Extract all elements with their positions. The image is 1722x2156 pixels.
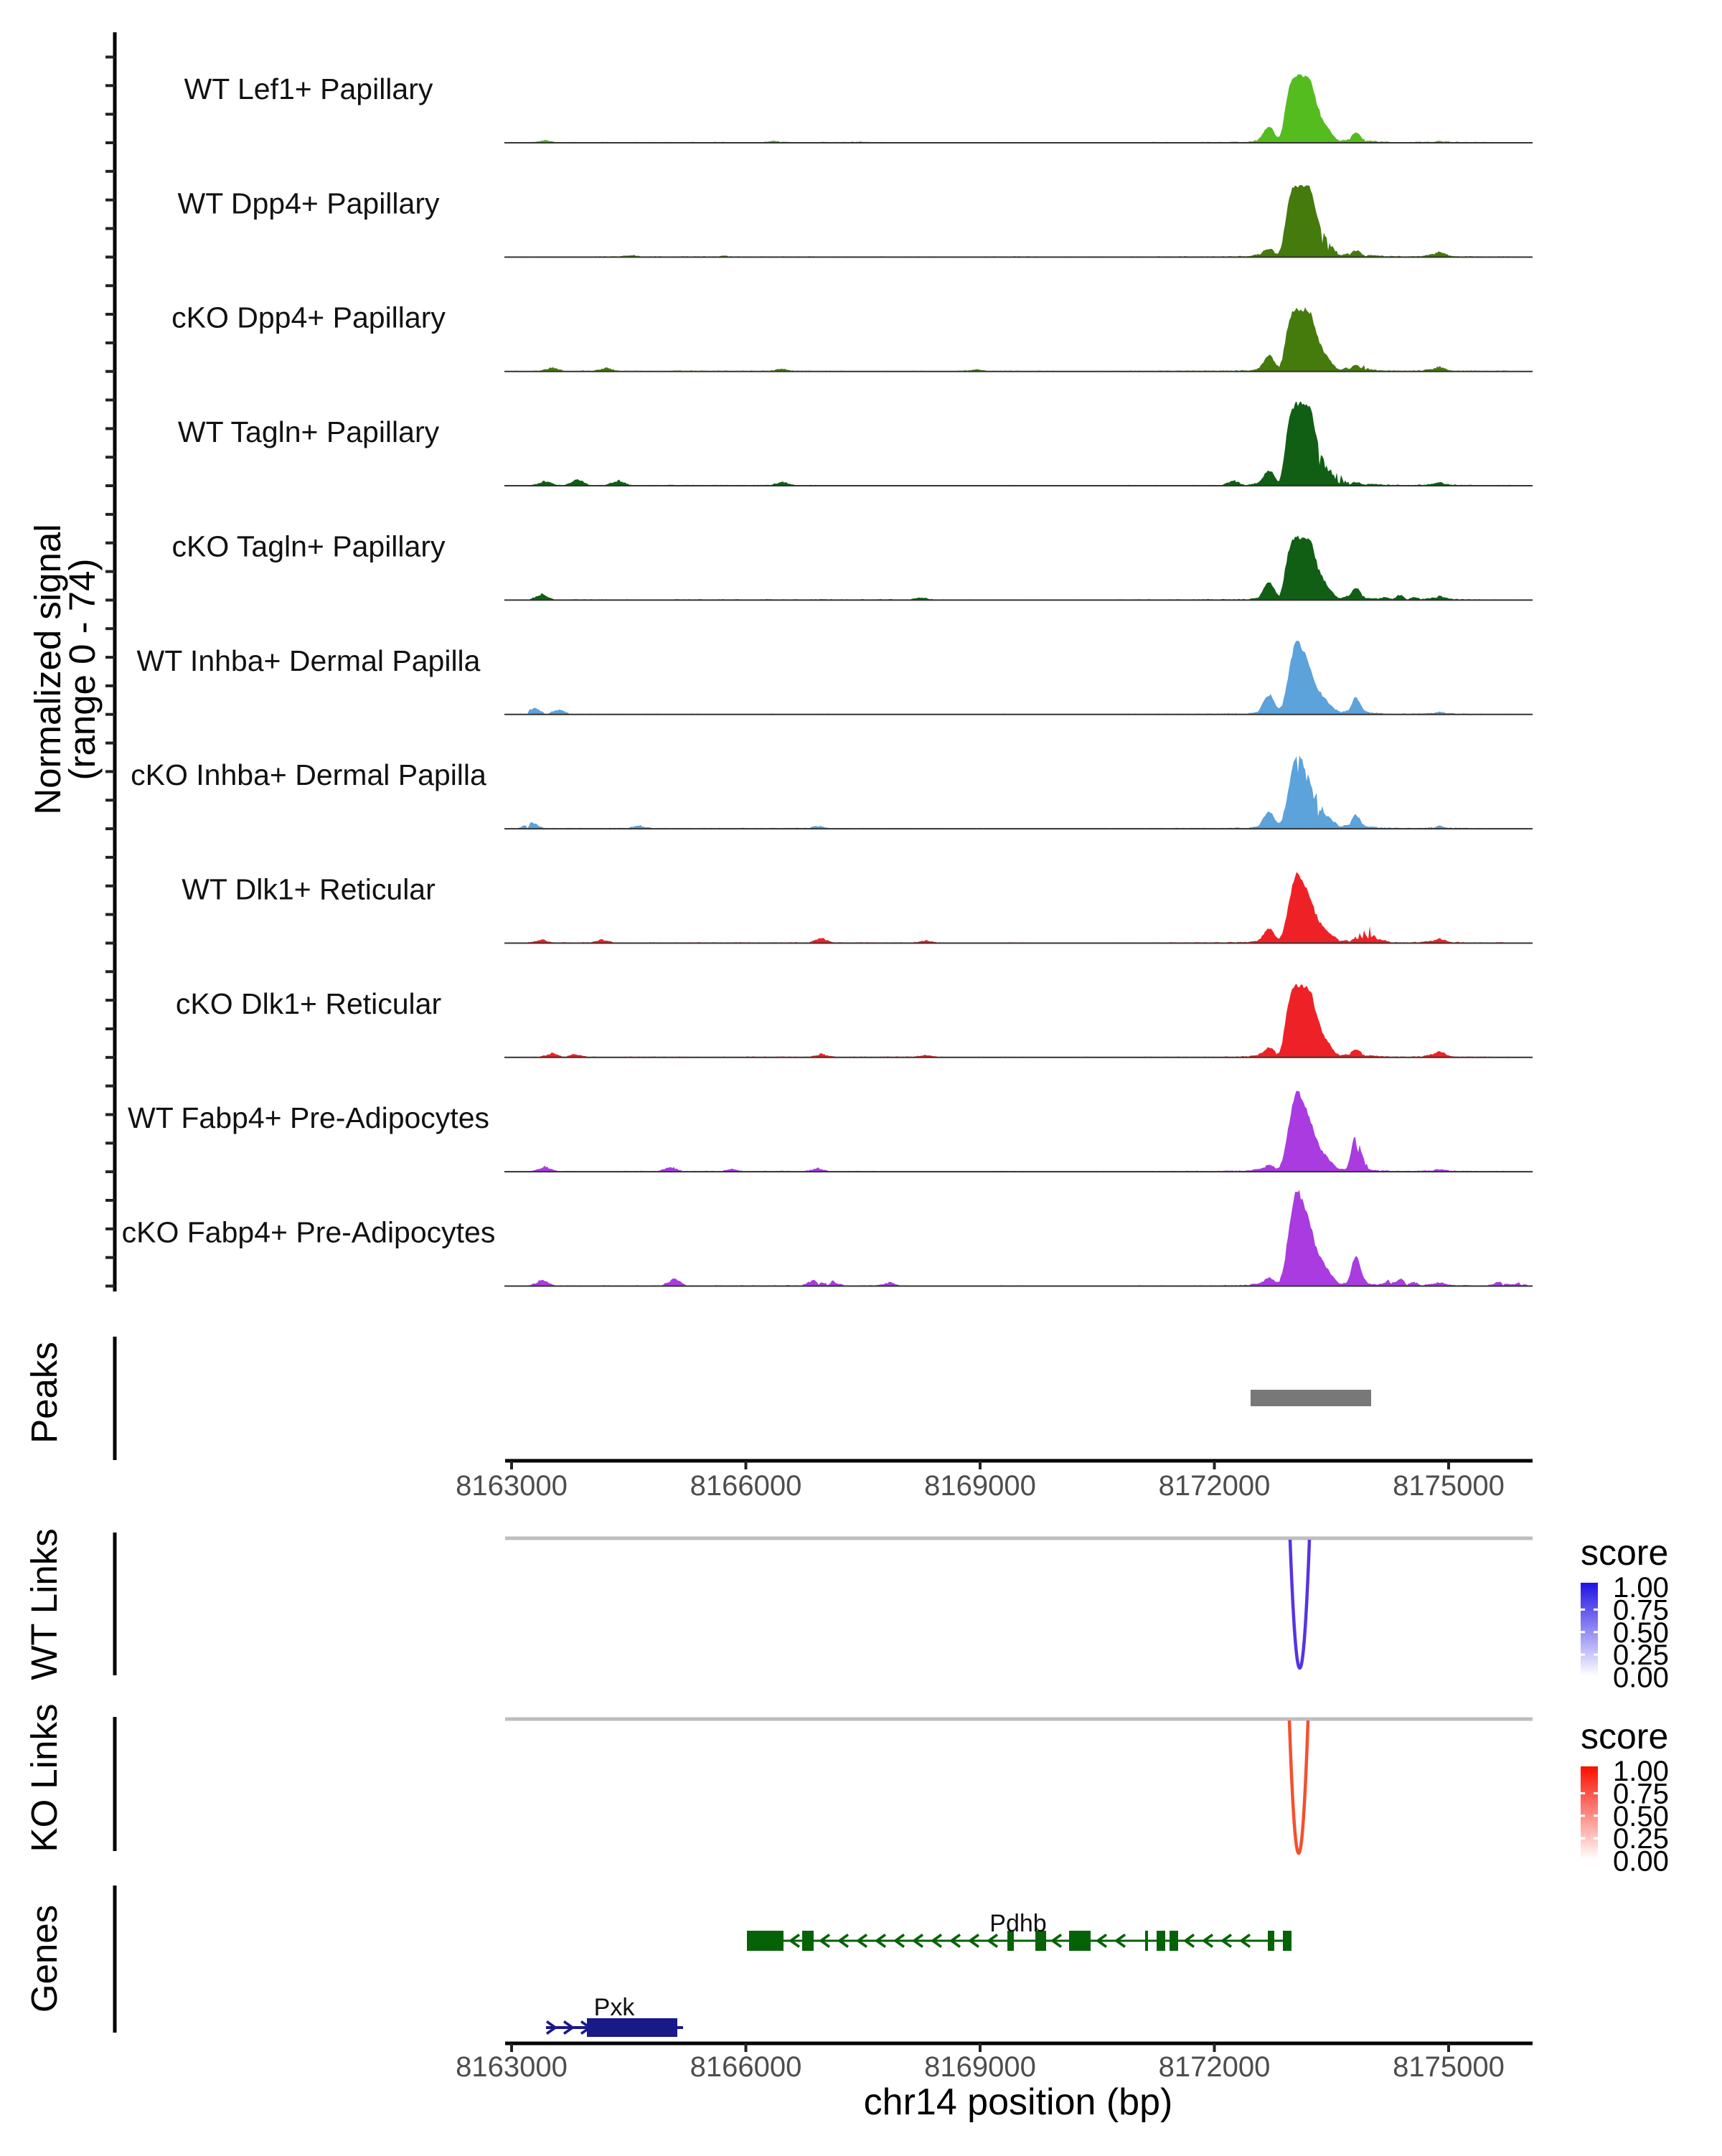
- svg-text:WT Dpp4+ Papillary: WT Dpp4+ Papillary: [178, 187, 440, 220]
- svg-text:WT Links: WT Links: [24, 1528, 65, 1680]
- svg-text:cKO Tagln+ Papillary: cKO Tagln+ Papillary: [172, 529, 446, 562]
- svg-text:score: score: [1581, 1533, 1668, 1573]
- svg-text:8163000: 8163000: [456, 2051, 568, 2083]
- svg-text:Genes: Genes: [24, 1905, 65, 2013]
- svg-text:8172000: 8172000: [1159, 2051, 1271, 2083]
- svg-text:8169000: 8169000: [924, 1470, 1036, 1502]
- svg-text:8166000: 8166000: [690, 2051, 802, 2083]
- svg-text:WT Fabp4+ Pre-Adipocytes: WT Fabp4+ Pre-Adipocytes: [128, 1101, 489, 1134]
- svg-text:0.25: 0.25: [1613, 1823, 1669, 1855]
- svg-text:WT Lef1+ Papillary: WT Lef1+ Papillary: [184, 72, 433, 105]
- svg-text:0.50: 0.50: [1613, 1617, 1669, 1649]
- svg-text:chr14 position (bp): chr14 position (bp): [864, 2081, 1173, 2123]
- svg-text:0.00: 0.00: [1613, 1846, 1669, 1878]
- svg-text:0.75: 0.75: [1613, 1594, 1669, 1626]
- svg-text:(range 0 - 74): (range 0 - 74): [62, 559, 103, 781]
- svg-text:0.75: 0.75: [1613, 1778, 1669, 1809]
- svg-text:0.00: 0.00: [1613, 1662, 1669, 1694]
- svg-text:Pdhb: Pdhb: [989, 1910, 1046, 1937]
- svg-text:8163000: 8163000: [456, 1470, 568, 1502]
- svg-text:cKO Fabp4+ Pre-Adipocytes: cKO Fabp4+ Pre-Adipocytes: [122, 1216, 496, 1249]
- svg-text:cKO Dpp4+ Papillary: cKO Dpp4+ Papillary: [171, 301, 446, 334]
- svg-text:8172000: 8172000: [1159, 1470, 1271, 1502]
- svg-text:WT Inhba+ Dermal Papilla: WT Inhba+ Dermal Papilla: [137, 644, 481, 677]
- svg-text:8175000: 8175000: [1393, 2051, 1505, 2083]
- svg-text:8169000: 8169000: [924, 2051, 1036, 2083]
- svg-text:cKO Inhba+ Dermal Papilla: cKO Inhba+ Dermal Papilla: [131, 758, 486, 791]
- svg-text:1.00: 1.00: [1613, 1572, 1669, 1604]
- svg-text:score: score: [1581, 1716, 1668, 1756]
- svg-text:0.25: 0.25: [1613, 1639, 1669, 1671]
- svg-text:0.50: 0.50: [1613, 1801, 1669, 1832]
- svg-text:Normalized signal: Normalized signal: [27, 524, 68, 814]
- svg-text:1.00: 1.00: [1613, 1756, 1669, 1787]
- svg-text:Pxk: Pxk: [594, 1994, 636, 2021]
- svg-text:Peaks: Peaks: [24, 1342, 65, 1444]
- svg-text:8166000: 8166000: [690, 1470, 802, 1502]
- svg-text:cKO Dlk1+ Reticular: cKO Dlk1+ Reticular: [176, 987, 441, 1020]
- svg-text:WT Dlk1+ Reticular: WT Dlk1+ Reticular: [182, 873, 436, 906]
- svg-text:KO Links: KO Links: [24, 1704, 65, 1853]
- svg-text:8175000: 8175000: [1393, 1470, 1505, 1502]
- svg-text:WT Tagln+ Papillary: WT Tagln+ Papillary: [178, 415, 440, 448]
